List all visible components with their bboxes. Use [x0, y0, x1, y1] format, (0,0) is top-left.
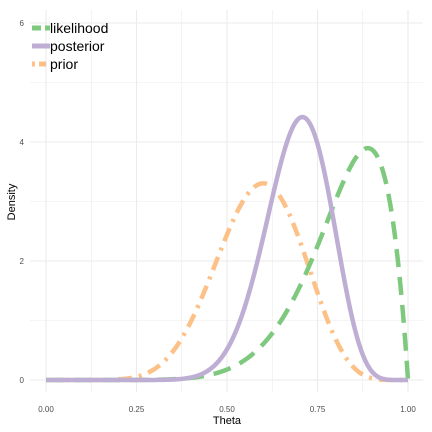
series-line-posterior: [44, 114, 410, 383]
x-axis-title: Theta: [213, 415, 242, 427]
series-line-prior: [44, 181, 410, 383]
x-tick-label: 0.25: [129, 405, 145, 414]
legend: likelihood posterior prior: [32, 20, 108, 72]
grid-lines: [30, 10, 423, 392]
y-tick-label: 0: [20, 376, 25, 385]
legend-label-likelihood: likelihood: [50, 20, 108, 36]
x-tick-label: 1.00: [400, 405, 416, 414]
legend-label-prior: prior: [50, 56, 78, 72]
series-lines: [44, 114, 411, 383]
y-tick-label: 2: [20, 257, 25, 266]
x-tick-label: 0.75: [310, 405, 326, 414]
x-tick-label: 0.00: [38, 405, 54, 414]
y-axis-title: Density: [6, 183, 18, 220]
tick-labels: 0.00 0.25 0.50 0.75 1.00 0 2 4 6: [20, 19, 417, 414]
y-tick-label: 4: [20, 138, 25, 147]
legend-label-posterior: posterior: [50, 38, 105, 54]
x-tick-label: 0.50: [219, 405, 235, 414]
y-tick-label: 6: [20, 19, 25, 28]
